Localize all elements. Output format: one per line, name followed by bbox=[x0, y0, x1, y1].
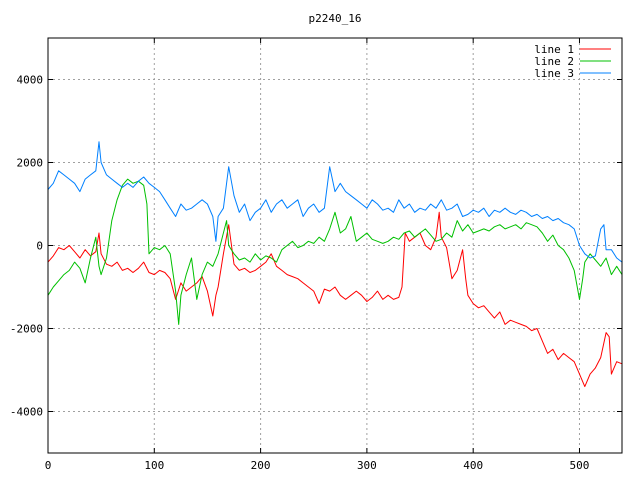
legend-label: line 1 bbox=[534, 43, 574, 56]
series-line-3 bbox=[47, 141, 623, 263]
series-lines bbox=[47, 141, 623, 388]
legend-label: line 2 bbox=[534, 55, 574, 68]
legend-label: line 3 bbox=[534, 67, 574, 80]
y-tick-label: -2000 bbox=[10, 323, 43, 336]
y-tick-label: 4000 bbox=[17, 74, 44, 87]
grid-lines bbox=[48, 38, 622, 453]
y-tick-label: 2000 bbox=[17, 157, 44, 170]
series-line-1 bbox=[47, 211, 623, 388]
tick-labels: 0 100 200 300 400 500 -4000 -2000 0 2000 4000 bbox=[10, 74, 590, 473]
tick-marks bbox=[47, 38, 622, 453]
x-tick-label: 0 bbox=[45, 459, 52, 472]
x-tick-label: 100 bbox=[144, 459, 164, 472]
series-line-2 bbox=[47, 178, 623, 325]
chart-title: p2240_16 bbox=[309, 12, 362, 25]
x-tick-label: 300 bbox=[357, 459, 377, 472]
x-tick-label: 200 bbox=[251, 459, 271, 472]
y-tick-label: -4000 bbox=[10, 406, 43, 419]
x-tick-label: 500 bbox=[570, 459, 590, 472]
y-tick-label: 0 bbox=[36, 240, 43, 253]
x-tick-label: 400 bbox=[463, 459, 483, 472]
